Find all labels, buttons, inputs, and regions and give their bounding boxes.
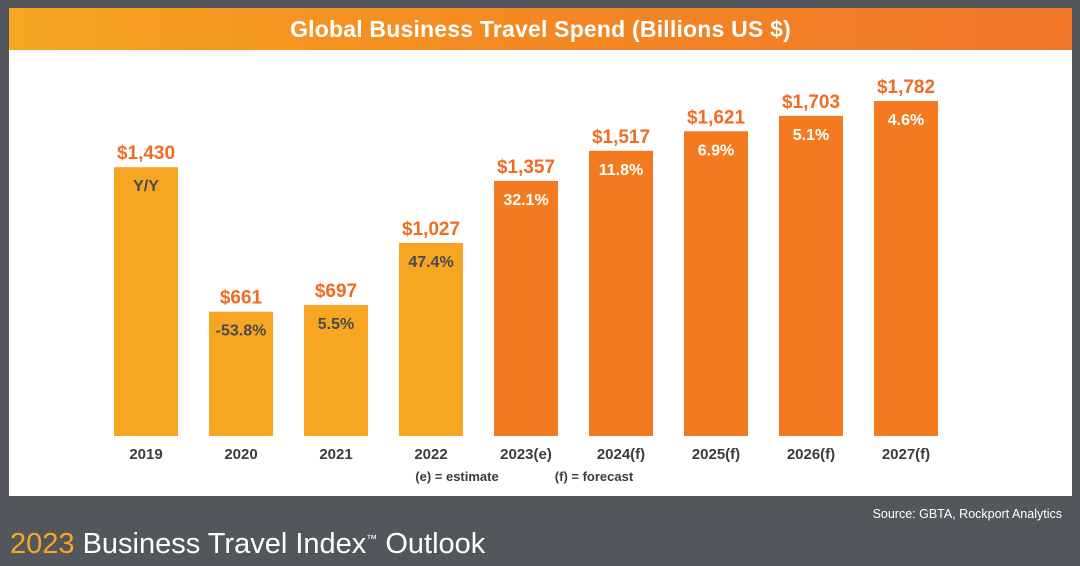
bar-2022 [399,242,463,436]
yoy-label: 6.9% [698,142,734,159]
x-tick-label: 2023(e) [500,446,552,463]
value-label: $1,782 [877,77,935,98]
x-tick-label: 2022 [414,446,447,463]
footer-title-text: Business Travel Index [74,528,367,560]
bar-2019 [114,167,178,436]
bar-chart: $1,430 Y/Y 2019 $661 -53.8% 2020 $697 5.5% 2021 $… [114,77,938,484]
yoy-label: Y/Y [133,178,159,195]
x-tick-label: 2020 [224,446,257,463]
yoy-label: 5.1% [793,127,829,144]
footnote-label: (e) = estimate [415,469,498,484]
yoy-label: 32.1% [503,192,548,209]
yoy-label: -53.8% [216,323,267,340]
yoy-label: 5.5% [318,316,354,333]
bar-2020 [209,311,273,436]
trademark-symbol: ™ [366,533,378,546]
value-label: $697 [315,281,357,302]
value-label: $1,703 [782,92,840,113]
bar-2024(f) [589,150,653,436]
x-tick-label: 2019 [129,446,162,463]
chart-panel: Global Business Travel Spend (Billions U… [9,8,1072,496]
value-label: $1,027 [402,219,460,240]
bar-2025(f) [684,131,748,437]
footer-title-suffix: Outlook [377,528,486,560]
yoy-label: 4.6% [888,112,924,129]
value-label: $1,621 [687,107,746,128]
footer-year: 2023 [10,528,75,560]
value-label: $1,357 [497,157,555,178]
yoy-label: 47.4% [408,254,453,271]
value-label: $661 [220,288,263,309]
bar-2021 [304,304,368,436]
footer-title: 2023 Business Travel Index™ Outlook [10,528,485,561]
bar-2023(e) [494,180,558,436]
x-tick-label: 2026(f) [787,446,835,463]
value-label: $1,517 [592,127,650,148]
x-tick-label: 2021 [319,446,352,463]
x-tick-label: 2027(f) [882,446,930,463]
footnote-label: (f) = forecast [555,469,634,484]
yoy-label: 11.8% [599,162,643,179]
value-label: $1,430 [117,143,175,164]
x-tick-label: 2025(f) [692,446,740,463]
bar-2027(f) [874,101,938,436]
source-note: Source: GBTA, Rockport Analytics [872,507,1062,521]
bar-2026(f) [779,115,843,436]
chart-title: Global Business Travel Spend (Billions U… [9,8,1072,50]
x-tick-label: 2024(f) [597,446,645,463]
